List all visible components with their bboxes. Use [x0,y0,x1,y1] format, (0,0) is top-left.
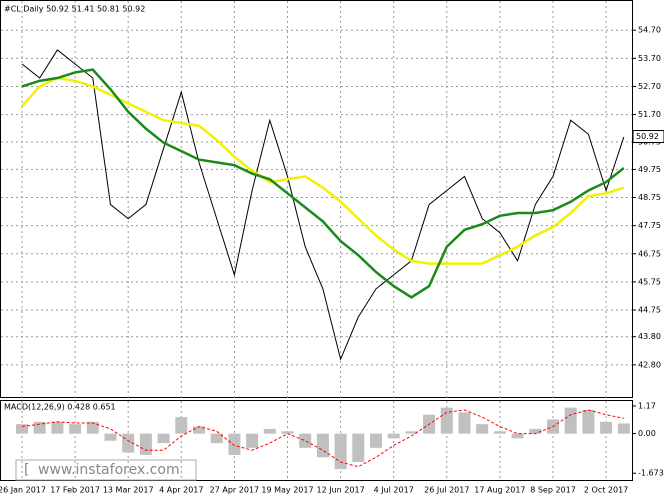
y-tick-label: 0.00 [638,429,656,438]
histogram-bar [564,407,577,434]
histogram-bar [352,433,365,463]
price-panel [0,0,633,398]
x-tick-label: 19 May 2017 [261,486,313,495]
histogram-bar [281,431,294,434]
series-line [21,68,625,299]
x-tick-label: 26 Jan 2017 [0,486,46,495]
x-tick-label: 27 Apr 2017 [210,486,259,495]
histogram-bar [210,433,223,444]
histogram-bar [617,423,630,434]
histogram-bar [387,433,400,439]
histogram-bar [16,424,28,434]
histogram-bar [193,426,205,434]
histogram-bar [370,433,382,448]
y-tick-label: 45.75 [638,277,661,286]
x-tick-label: 17 Feb 2017 [50,486,100,495]
bracket: [ [24,462,29,478]
watermark-frame [15,459,197,481]
y-tick-label: 44.75 [638,305,661,314]
x-tick-label: 13 Mar 2017 [103,486,154,495]
watermark: www.instaforex.com [38,462,180,478]
series-line [21,76,625,265]
macd-panel [0,400,633,481]
x-tick-label: 17 Aug 2017 [474,486,525,495]
histogram-bar [104,433,117,441]
y-tick-label: 47.75 [638,221,661,230]
histogram-bar [600,421,613,434]
histogram-bar [228,433,241,455]
histogram-bar [529,428,542,434]
x-tick-label: 4 Jul 2017 [374,486,414,495]
y-tick-label: 42.80 [638,360,661,369]
histogram-bar [263,428,276,434]
y-tick-label: 1.17 [638,401,656,410]
y-tick-label: 48.75 [638,193,661,202]
histogram-bar [458,412,471,434]
histogram-bar [476,424,489,434]
x-tick-label: 2 Oct 2017 [584,486,628,495]
histogram-bar [511,433,524,439]
histogram-bar [582,409,595,434]
macd-title: MACD(12,26,9) 0.428 0.651 [4,403,116,412]
histogram-bar [316,433,329,458]
last-price-box [632,130,664,144]
y-tick-label: 52.70 [638,82,661,91]
y-tick-label: 51.70 [638,110,661,119]
histogram-bar [69,424,82,434]
histogram-bar [157,433,170,444]
histogram-bar [440,407,453,434]
y-tick-label: 54.70 [638,26,661,35]
x-tick-label: 26 Jul 2017 [424,486,469,495]
histogram-bar [299,433,312,448]
x-tick-label: 8 Sep 2017 [530,486,576,495]
watermark-box: [ www.instaforex.com [15,459,197,481]
y-tick-label: 43.80 [638,332,661,341]
histogram-bar [175,417,188,434]
y-tick-label: 46.75 [638,249,661,258]
histogram-bar [246,433,259,448]
x-tick-label: 4 Apr 2017 [159,486,203,495]
histogram-bar [33,421,46,434]
chart-title: #CL,Daily 50.92 51.41 50.81 50.92 [4,5,145,14]
histogram-bar [51,421,64,434]
histogram-bar [493,431,506,434]
y-tick-label: -1.673 [638,469,664,478]
y-tick-label: 49.75 [638,165,661,174]
histogram-bar [405,431,418,434]
histogram-bar [334,433,347,470]
x-tick-label: 12 Jun 2017 [317,486,365,495]
last-price-label: 50.92 [636,132,659,141]
histogram-bar [86,421,99,434]
y-tick-label: 53.70 [638,54,661,63]
histogram-bar [139,433,152,455]
